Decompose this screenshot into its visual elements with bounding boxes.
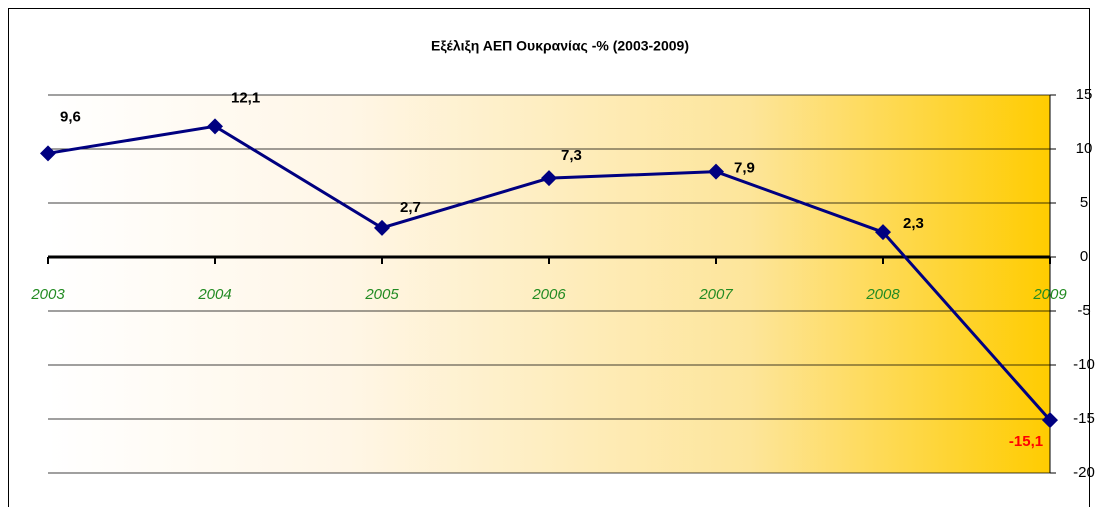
x-tick-label: 2009	[1032, 286, 1067, 303]
data-label: 2,7	[400, 199, 421, 216]
y-tick-label: 10	[1076, 140, 1093, 157]
marker	[374, 219, 390, 236]
y-tick-label: 0	[1080, 248, 1088, 265]
x-tick-label: 2006	[531, 286, 566, 303]
y-tick-label: -20	[1073, 464, 1095, 481]
marker	[40, 145, 56, 162]
marker	[207, 118, 223, 135]
x-tick-label: 2005	[364, 286, 399, 303]
data-label: 12,1	[231, 89, 260, 106]
data-label: 2,3	[903, 215, 924, 232]
data-label: -15,1	[1009, 433, 1043, 450]
x-tick-label: 2004	[197, 286, 231, 303]
marker	[541, 170, 557, 187]
data-label: 9,6	[60, 108, 81, 125]
marker	[708, 163, 724, 180]
x-tick-label: 2008	[865, 286, 900, 303]
data-label: 7,3	[561, 147, 582, 164]
data-label: 7,9	[734, 160, 755, 177]
chart-title: Εξέλιξη ΑΕΠ Ουκρανίας -% (2003-2009)	[431, 38, 689, 54]
y-tick-label: -10	[1073, 356, 1095, 373]
marker	[1042, 412, 1058, 429]
y-tick-label: -15	[1073, 410, 1095, 427]
x-tick-label: 2007	[698, 286, 733, 303]
y-tick-label: -5	[1077, 302, 1090, 319]
marker	[875, 224, 891, 241]
plot-area	[48, 95, 1050, 473]
y-tick-label: 5	[1080, 194, 1088, 211]
x-tick-label: 2003	[30, 286, 65, 303]
y-tick-label: 15	[1076, 86, 1093, 103]
